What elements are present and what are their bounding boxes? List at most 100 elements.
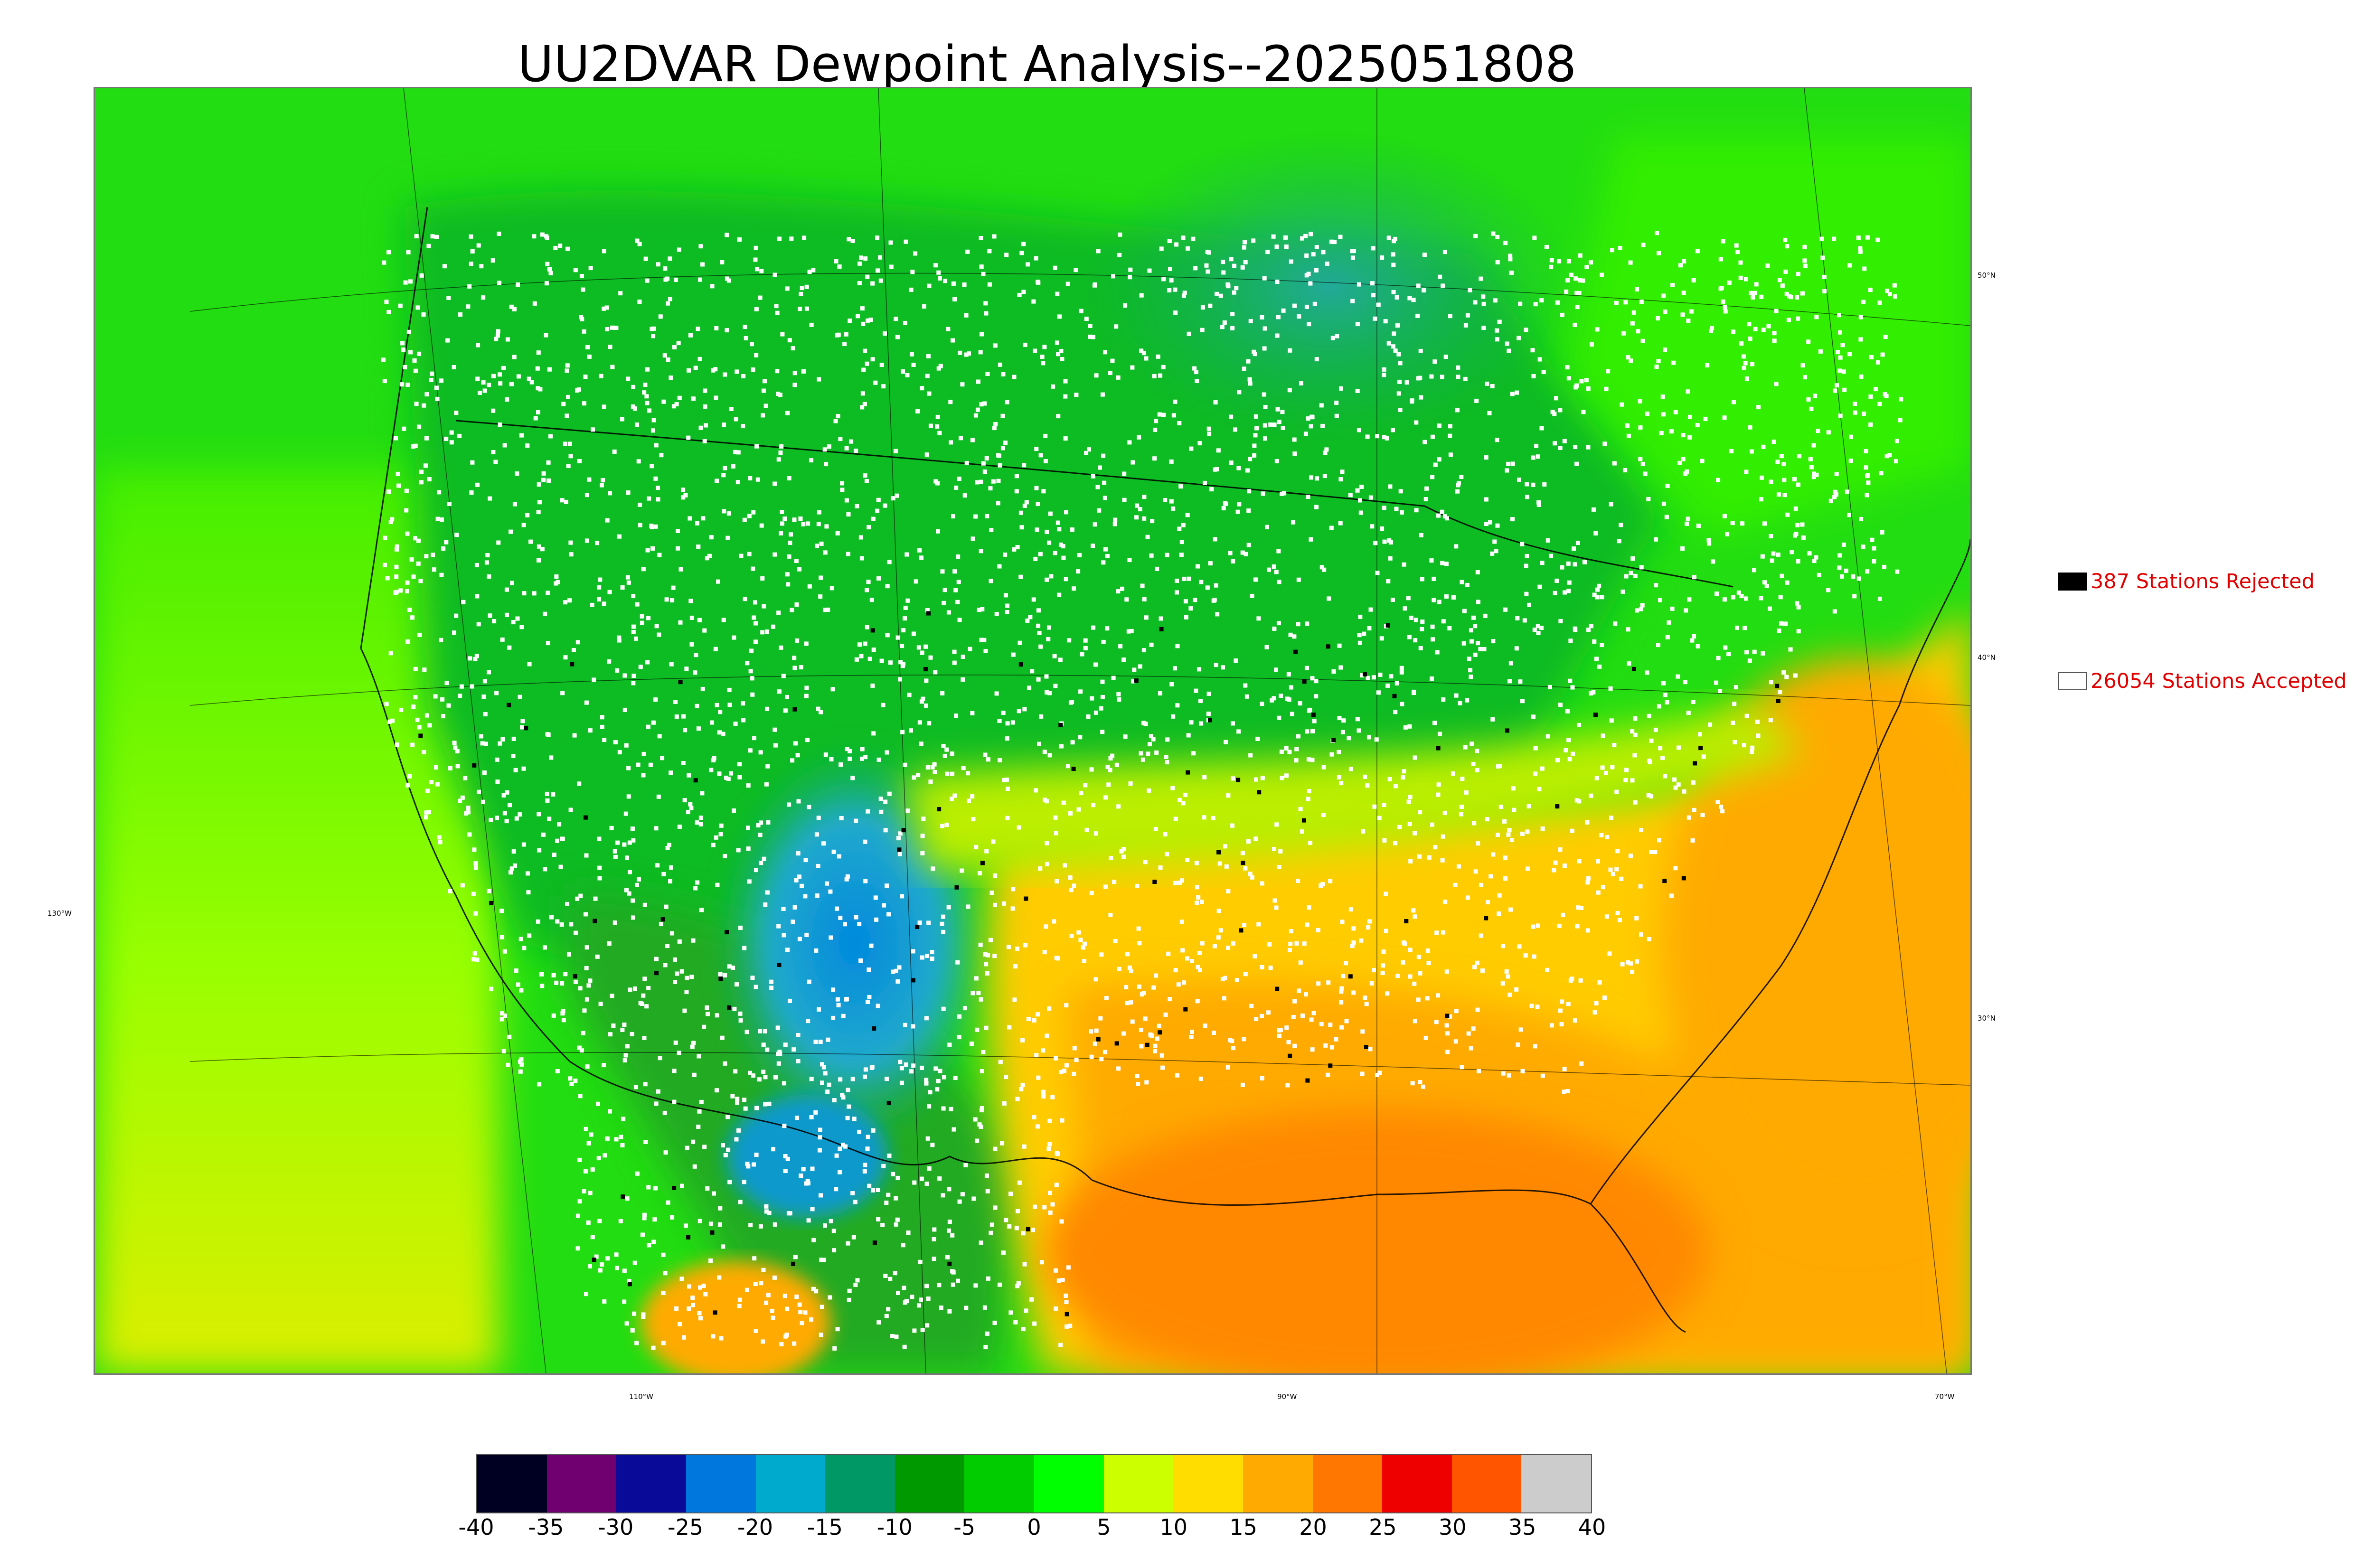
- station-marker-accepted: [1462, 609, 1467, 613]
- station-marker-accepted: [910, 270, 915, 274]
- station-marker-accepted: [656, 794, 661, 799]
- station-marker-accepted: [834, 259, 838, 263]
- station-marker-accepted: [1253, 836, 1258, 841]
- station-marker-accepted: [725, 535, 730, 540]
- station-marker-accepted: [546, 460, 551, 465]
- station-marker-accepted: [950, 771, 955, 776]
- station-marker-accepted: [727, 703, 732, 707]
- station-marker-accepted: [1753, 327, 1758, 331]
- station-marker-accepted: [1796, 605, 1801, 610]
- station-marker-accepted: [1525, 482, 1529, 487]
- station-marker-accepted: [899, 1080, 904, 1085]
- station-marker-accepted: [487, 889, 491, 893]
- station-marker-accepted: [439, 378, 443, 383]
- station-marker-accepted: [1283, 235, 1288, 240]
- station-marker-accepted: [384, 702, 389, 706]
- station-marker-accepted: [565, 246, 570, 251]
- station-marker-accepted: [919, 742, 923, 746]
- station-marker-accepted: [631, 915, 635, 920]
- station-marker-accepted: [711, 368, 716, 373]
- station-marker-accepted: [1064, 1003, 1069, 1008]
- station-marker-accepted: [1153, 827, 1158, 831]
- station-marker-accepted: [1862, 266, 1867, 271]
- station-marker-accepted: [1084, 451, 1089, 455]
- station-marker-accepted: [419, 273, 424, 278]
- station-marker-accepted: [558, 244, 563, 248]
- station-marker-accepted: [1220, 977, 1225, 981]
- station-marker-accepted: [1560, 999, 1564, 1004]
- station-marker-accepted: [989, 528, 994, 532]
- station-marker-accepted: [1856, 576, 1861, 581]
- station-marker-accepted: [1344, 961, 1348, 966]
- station-marker-accepted: [777, 689, 782, 694]
- station-marker-accepted: [819, 710, 823, 714]
- colorbar-tick-label: 5: [1097, 1514, 1111, 1540]
- station-marker-accepted: [1525, 829, 1530, 834]
- station-marker-accepted: [665, 845, 670, 850]
- station-marker-accepted: [1371, 246, 1375, 251]
- station-marker-accepted: [699, 1099, 704, 1104]
- station-marker-accepted: [947, 1042, 952, 1047]
- station-marker-accepted: [1056, 1278, 1061, 1283]
- station-marker-accepted: [602, 1063, 606, 1068]
- station-marker-accepted: [1491, 639, 1496, 644]
- station-marker-accepted: [864, 479, 869, 483]
- station-marker-accepted: [1586, 386, 1591, 391]
- station-marker-rejected: [727, 1005, 732, 1010]
- station-marker-accepted: [1102, 480, 1107, 485]
- station-marker-accepted: [388, 651, 393, 656]
- station-marker-accepted: [725, 233, 729, 237]
- station-marker-rejected: [524, 726, 528, 731]
- station-marker-accepted: [1658, 746, 1663, 751]
- lat-label-40n: 40°N: [1978, 653, 1996, 662]
- station-marker-accepted: [1060, 357, 1065, 361]
- station-marker-accepted: [1025, 618, 1030, 623]
- station-marker-accepted: [1138, 664, 1142, 669]
- station-marker-accepted: [1242, 366, 1246, 371]
- station-marker-accepted: [708, 1221, 713, 1226]
- station-marker-accepted: [602, 738, 607, 742]
- station-marker-accepted: [433, 694, 438, 699]
- station-marker-accepted: [926, 920, 931, 925]
- station-marker-accepted: [597, 865, 602, 870]
- station-marker-accepted: [1337, 643, 1342, 648]
- station-marker-accepted: [1483, 613, 1488, 618]
- station-marker-accepted: [875, 508, 880, 513]
- station-marker-accepted: [1203, 480, 1207, 485]
- station-marker-accepted: [971, 817, 976, 822]
- station-marker-accepted: [778, 1052, 782, 1056]
- station-marker-accepted: [1671, 360, 1676, 365]
- station-marker-accepted: [1584, 265, 1589, 269]
- station-marker-accepted: [657, 734, 662, 739]
- colorbar-segment: [1451, 1455, 1522, 1512]
- station-marker-accepted: [1847, 263, 1852, 268]
- station-marker-accepted: [1437, 457, 1441, 462]
- station-marker-accepted: [792, 371, 797, 376]
- station-marker-accepted: [1334, 1037, 1338, 1042]
- station-marker-accepted: [403, 280, 408, 285]
- station-marker-accepted: [978, 350, 983, 355]
- station-marker-accepted: [1816, 429, 1820, 433]
- station-marker-accepted: [785, 695, 789, 699]
- station-marker-accepted: [843, 922, 847, 927]
- station-marker-accepted: [1294, 747, 1299, 751]
- station-marker-accepted: [1686, 389, 1690, 394]
- station-marker-accepted: [1608, 867, 1613, 872]
- station-marker-accepted: [1222, 320, 1227, 325]
- station-marker-accepted: [557, 822, 562, 826]
- station-marker-accepted: [1533, 746, 1538, 751]
- station-marker-accepted: [1328, 1023, 1333, 1027]
- station-marker-accepted: [1505, 341, 1509, 346]
- station-marker-accepted: [886, 1192, 891, 1197]
- station-marker-accepted: [1640, 603, 1645, 608]
- station-marker-accepted: [813, 1040, 818, 1044]
- dewpoint-analysis-map[interactable]: 50°N 40°N 30°N: [94, 87, 1996, 1375]
- station-marker-accepted: [1063, 394, 1068, 399]
- station-marker-accepted: [646, 1185, 651, 1190]
- station-marker-accepted: [804, 694, 809, 698]
- station-marker-accepted: [1139, 348, 1144, 353]
- station-marker-accepted: [666, 357, 670, 362]
- station-marker-accepted: [903, 1023, 907, 1027]
- station-marker-accepted: [1117, 253, 1122, 257]
- station-marker-accepted: [979, 479, 983, 484]
